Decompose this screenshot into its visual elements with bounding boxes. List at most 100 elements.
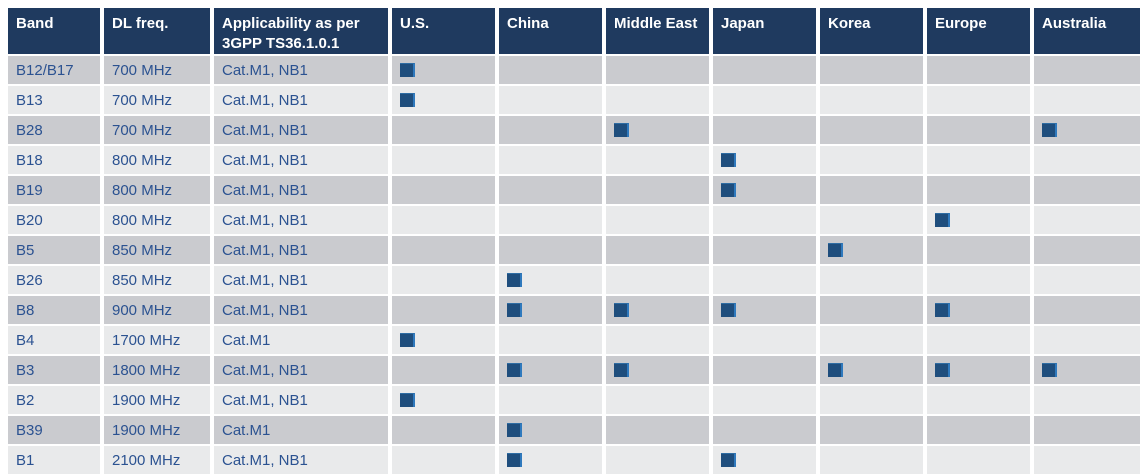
cell-region-europe	[927, 266, 1030, 294]
cell-region-korea	[820, 86, 923, 114]
cell-applicability: Cat.M1, NB1	[214, 296, 388, 324]
cell-region-europe	[927, 146, 1030, 174]
cell-region-middle_east	[606, 446, 709, 474]
table-row-b8: B8 900 MHz Cat.M1, NB1	[8, 296, 1140, 324]
cell-region-europe	[927, 206, 1030, 234]
cell-region-korea	[820, 266, 923, 294]
cell-region-japan	[713, 326, 816, 354]
cell-applicability: Cat.M1, NB1	[214, 176, 388, 204]
cell-region-japan	[713, 176, 816, 204]
cell-region-middle_east	[606, 176, 709, 204]
cell-dl_freq: 800 MHz	[104, 206, 210, 234]
cell-region-australia	[1034, 146, 1140, 174]
cell-region-china	[499, 176, 602, 204]
table-row-b39: B39 1900 MHz Cat.M1	[8, 416, 1140, 444]
column-header-dl_freq: DL freq.	[104, 8, 210, 54]
cell-region-us	[392, 146, 495, 174]
cell-region-europe	[927, 446, 1030, 474]
applicability-filled-square-icon	[1042, 363, 1057, 377]
cell-band: B3	[8, 356, 100, 384]
column-header-japan: Japan	[713, 8, 816, 54]
cell-region-us	[392, 86, 495, 114]
cell-applicability: Cat.M1, NB1	[214, 86, 388, 114]
cell-region-china	[499, 416, 602, 444]
cell-region-australia	[1034, 296, 1140, 324]
cell-band: B2	[8, 386, 100, 414]
cell-region-europe	[927, 116, 1030, 144]
applicability-filled-square-icon	[507, 363, 522, 377]
table-row-b1: B1 2100 MHz Cat.M1, NB1	[8, 446, 1140, 474]
cell-region-japan	[713, 236, 816, 264]
cell-region-china	[499, 446, 602, 474]
column-header-europe: Europe	[927, 8, 1030, 54]
applicability-filled-square-icon	[828, 363, 843, 377]
cell-dl_freq: 1900 MHz	[104, 386, 210, 414]
table-row-b4: B4 1700 MHz Cat.M1	[8, 326, 1140, 354]
cell-region-japan	[713, 266, 816, 294]
cell-region-china	[499, 86, 602, 114]
cell-region-europe	[927, 356, 1030, 384]
cell-dl_freq: 850 MHz	[104, 266, 210, 294]
cell-band: B12/B17	[8, 56, 100, 84]
cell-band: B1	[8, 446, 100, 474]
cell-applicability: Cat.M1, NB1	[214, 266, 388, 294]
cell-region-australia	[1034, 356, 1140, 384]
cell-applicability: Cat.M1, NB1	[214, 386, 388, 414]
applicability-filled-square-icon	[400, 333, 415, 347]
cell-band: B19	[8, 176, 100, 204]
cell-region-middle_east	[606, 86, 709, 114]
cell-region-us	[392, 236, 495, 264]
cell-region-china	[499, 386, 602, 414]
applicability-filled-square-icon	[614, 303, 629, 317]
cell-region-us	[392, 296, 495, 324]
cell-region-korea	[820, 356, 923, 384]
cell-dl_freq: 2100 MHz	[104, 446, 210, 474]
cell-dl_freq: 900 MHz	[104, 296, 210, 324]
table-row-b19: B19 800 MHz Cat.M1, NB1	[8, 176, 1140, 204]
cell-dl_freq: 800 MHz	[104, 176, 210, 204]
cell-applicability: Cat.M1, NB1	[214, 146, 388, 174]
cell-region-japan	[713, 56, 816, 84]
applicability-filled-square-icon	[507, 423, 522, 437]
cell-dl_freq: 800 MHz	[104, 146, 210, 174]
table-row-b28: B28 700 MHz Cat.M1, NB1	[8, 116, 1140, 144]
applicability-filled-square-icon	[935, 303, 950, 317]
cell-dl_freq: 700 MHz	[104, 86, 210, 114]
cell-applicability: Cat.M1, NB1	[214, 206, 388, 234]
cell-region-middle_east	[606, 146, 709, 174]
applicability-filled-square-icon	[614, 123, 629, 137]
cell-band: B39	[8, 416, 100, 444]
cell-region-japan	[713, 206, 816, 234]
cell-region-europe	[927, 86, 1030, 114]
cell-region-middle_east	[606, 116, 709, 144]
cell-region-us	[392, 386, 495, 414]
cell-applicability: Cat.M1, NB1	[214, 56, 388, 84]
cell-band: B4	[8, 326, 100, 354]
cell-region-australia	[1034, 206, 1140, 234]
table-row-b12-b17: B12/B17 700 MHz Cat.M1, NB1	[8, 56, 1140, 84]
cell-region-australia	[1034, 86, 1140, 114]
applicability-filled-square-icon	[614, 363, 629, 377]
table-row-b26: B26 850 MHz Cat.M1, NB1	[8, 266, 1140, 294]
table-row-b2: B2 1900 MHz Cat.M1, NB1	[8, 386, 1140, 414]
cell-region-europe	[927, 326, 1030, 354]
cell-region-us	[392, 416, 495, 444]
cell-region-europe	[927, 176, 1030, 204]
cell-region-australia	[1034, 416, 1140, 444]
cell-region-korea	[820, 386, 923, 414]
table-row-b3: B3 1800 MHz Cat.M1, NB1	[8, 356, 1140, 384]
cell-region-korea	[820, 416, 923, 444]
cell-region-europe	[927, 296, 1030, 324]
column-header-band: Band	[8, 8, 100, 54]
cell-region-middle_east	[606, 356, 709, 384]
cell-region-middle_east	[606, 296, 709, 324]
cell-region-us	[392, 56, 495, 84]
cell-region-europe	[927, 416, 1030, 444]
applicability-filled-square-icon	[721, 153, 736, 167]
band-applicability-table: Band DL freq. Applicability as per 3GPP TS…	[4, 6, 1144, 475]
cell-dl_freq: 1800 MHz	[104, 356, 210, 384]
cell-dl_freq: 700 MHz	[104, 116, 210, 144]
cell-region-us	[392, 116, 495, 144]
applicability-filled-square-icon	[935, 363, 950, 377]
cell-region-us	[392, 206, 495, 234]
